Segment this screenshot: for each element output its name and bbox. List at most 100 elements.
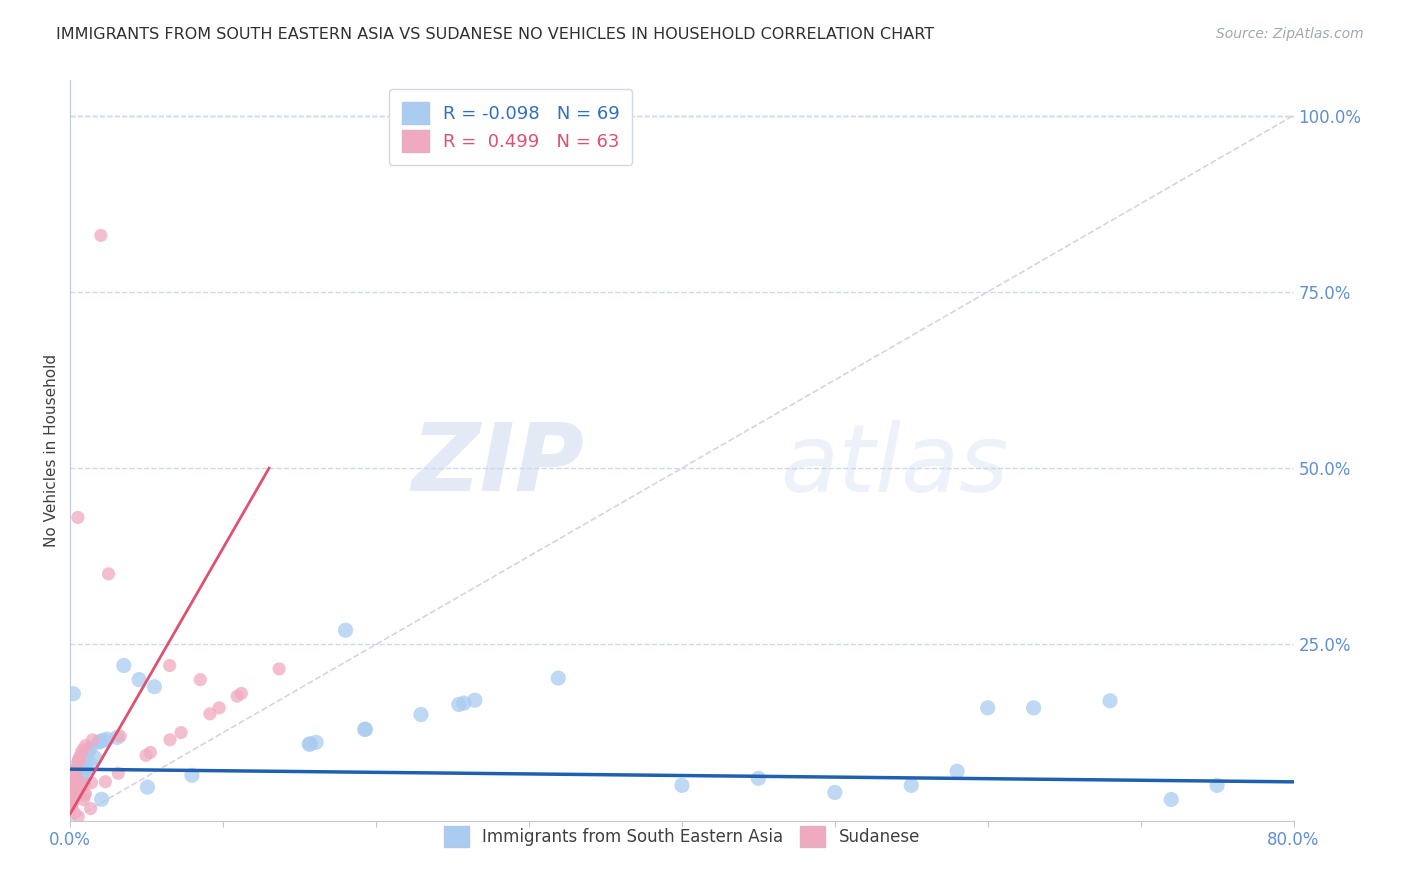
Point	[90, 792, 112, 806]
Point	[75, 762, 97, 776]
Point	[464, 693, 486, 707]
Point	[65, 778, 87, 792]
Point	[67, 750, 90, 764]
Point	[69, 769, 91, 783]
Point	[62, 779, 84, 793]
Point	[63, 771, 86, 785]
Point	[69, 770, 91, 784]
Point	[63, 766, 86, 780]
Point	[65, 768, 87, 782]
Point	[82, 732, 104, 747]
Point	[139, 746, 162, 760]
Point	[1160, 792, 1182, 806]
Point	[79, 801, 101, 815]
Point	[198, 706, 221, 721]
Point	[208, 701, 231, 715]
Point	[60, 791, 83, 805]
Point	[67, 759, 90, 773]
Point	[75, 747, 97, 761]
Point	[60, 797, 83, 812]
Point	[60, 796, 83, 810]
Point	[62, 687, 84, 701]
Point	[67, 754, 90, 768]
Point	[976, 701, 998, 715]
Point	[447, 698, 470, 712]
Text: IMMIGRANTS FROM SOUTH EASTERN ASIA VS SUDANESE NO VEHICLES IN HOUSEHOLD CORRELAT: IMMIGRANTS FROM SOUTH EASTERN ASIA VS SU…	[56, 27, 935, 42]
Point	[66, 510, 89, 524]
Point	[60, 786, 83, 800]
Point	[62, 781, 84, 796]
Point	[107, 766, 129, 780]
Point	[112, 658, 135, 673]
Point	[73, 778, 96, 792]
Point	[946, 764, 969, 779]
Point	[79, 741, 101, 756]
Point	[60, 794, 83, 808]
Point	[60, 794, 83, 808]
Point	[60, 785, 83, 799]
Point	[63, 775, 86, 789]
Point	[70, 769, 93, 783]
Point	[305, 735, 328, 749]
Y-axis label: No Vehicles in Household: No Vehicles in Household	[44, 354, 59, 547]
Point	[60, 798, 83, 813]
Point	[60, 788, 83, 802]
Point	[60, 796, 83, 810]
Point	[65, 764, 87, 778]
Point	[77, 743, 100, 757]
Point	[60, 784, 83, 798]
Point	[353, 723, 375, 737]
Point	[80, 775, 103, 789]
Point	[62, 795, 84, 809]
Point	[67, 761, 90, 775]
Point	[547, 671, 569, 685]
Point	[72, 742, 94, 756]
Point	[79, 756, 101, 771]
Point	[73, 764, 96, 778]
Point	[105, 731, 128, 745]
Point	[181, 768, 204, 782]
Point	[70, 755, 93, 769]
Point	[90, 228, 112, 243]
Point	[94, 774, 117, 789]
Point	[75, 787, 97, 801]
Point	[96, 732, 118, 747]
Point	[76, 745, 98, 759]
Point	[60, 797, 83, 811]
Point	[73, 764, 96, 778]
Point	[60, 789, 83, 803]
Point	[67, 810, 90, 824]
Point	[1206, 778, 1229, 792]
Point	[63, 771, 86, 785]
Point	[75, 739, 97, 753]
Point	[75, 761, 97, 775]
Point	[63, 805, 86, 820]
Point	[67, 753, 90, 767]
Point	[747, 772, 769, 786]
Point	[128, 673, 150, 687]
Point	[335, 624, 357, 638]
Point	[136, 780, 159, 794]
Point	[73, 789, 96, 803]
Point	[63, 770, 86, 784]
Point	[62, 773, 84, 788]
Point	[67, 761, 90, 775]
Point	[65, 762, 87, 776]
Point	[65, 762, 87, 776]
Point	[60, 789, 83, 804]
Point	[1022, 701, 1045, 715]
Point	[73, 749, 96, 764]
Point	[453, 696, 475, 710]
Point	[63, 773, 86, 788]
Point	[63, 766, 86, 780]
Point	[70, 746, 93, 760]
Point	[299, 737, 322, 751]
Point	[188, 673, 211, 687]
Point	[354, 723, 377, 737]
Point	[66, 775, 89, 789]
Point	[269, 662, 291, 676]
Point	[89, 735, 111, 749]
Point	[70, 769, 93, 783]
Point	[671, 778, 693, 792]
Point	[89, 735, 111, 749]
